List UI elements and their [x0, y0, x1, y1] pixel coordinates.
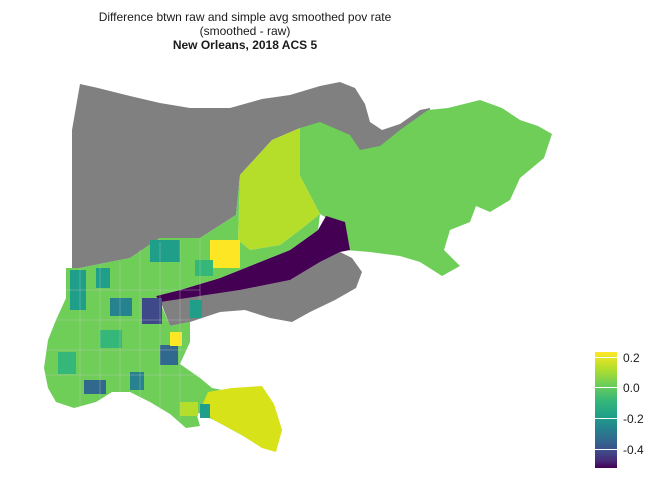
- legend-label-neg0.4: -0.4: [623, 443, 644, 457]
- color-legend: 0.2 0.0 -0.2 -0.4: [592, 351, 662, 470]
- tract-city-core: [44, 175, 320, 450]
- no-data-region-north: [72, 82, 430, 268]
- tract-southeast-yellow: [200, 386, 282, 452]
- legend-label-0.2: 0.2: [623, 351, 640, 365]
- tract-teal-a: [150, 240, 180, 262]
- tract-teal-h: [96, 268, 110, 288]
- legend-tick: [595, 449, 617, 450]
- chart-title-block: Difference btwn raw and simple avg smoot…: [0, 10, 490, 52]
- tract-green-g: [100, 330, 122, 348]
- tract-green-i: [195, 260, 213, 276]
- tract-blue-b: [160, 345, 178, 365]
- chart-title-line2: (smoothed - raw): [199, 24, 291, 38]
- no-data-region-east: [160, 252, 362, 326]
- legend-label-0.0: 0.0: [623, 381, 640, 395]
- legend-tick: [595, 418, 617, 419]
- legend-tick: [595, 387, 617, 388]
- chart-title: Difference btwn raw and simple avg smoot…: [98, 10, 392, 24]
- tract-teal-f: [130, 372, 144, 390]
- tract-teal-e: [58, 352, 76, 374]
- tract-purple-strip: [156, 216, 350, 302]
- tract-teal-d: [190, 300, 202, 318]
- tract-yellow-north: [210, 240, 240, 268]
- tract-yellow-small: [170, 332, 182, 346]
- legend-label-neg0.2: -0.2: [623, 412, 644, 426]
- tract-blue-a: [142, 298, 162, 324]
- legend-tick: [595, 357, 617, 358]
- tract-blue-c: [84, 380, 106, 394]
- tract-east-green: [300, 100, 552, 276]
- chart-subtitle: New Orleans, 2018 ACS 5: [172, 38, 318, 52]
- tract-teal-g: [200, 404, 210, 418]
- tract-boundaries: [46, 238, 201, 420]
- tract-teal-b: [110, 298, 132, 316]
- legend-colorbar: [595, 352, 617, 468]
- tract-north-lightgreen: [238, 128, 320, 250]
- tract-yellowgreen-h: [180, 402, 198, 416]
